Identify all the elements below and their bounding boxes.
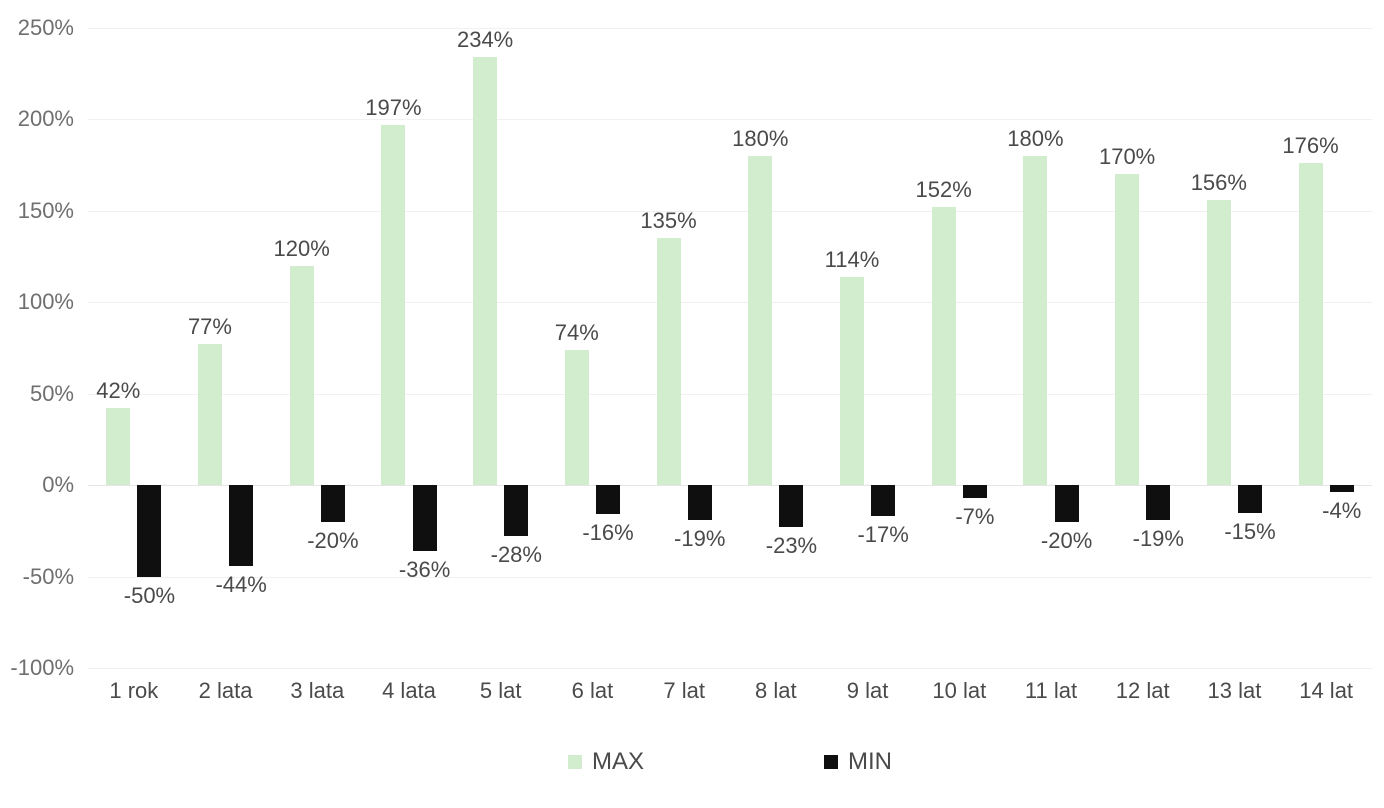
bar-min xyxy=(229,485,253,565)
bar-max xyxy=(748,156,772,485)
bar-value-label: -23% xyxy=(766,533,817,559)
legend-swatch xyxy=(824,755,838,769)
legend-label: MIN xyxy=(848,748,892,776)
x-tick-label: 1 rok xyxy=(109,668,158,704)
bar-min xyxy=(596,485,620,514)
bar-max xyxy=(1115,174,1139,485)
bar-max xyxy=(290,266,314,485)
legend-item: MIN xyxy=(824,748,892,776)
plot-area: -100%-50%0%50%100%150%200%250%1 rok42%-5… xyxy=(88,28,1372,668)
y-tick-label: 100% xyxy=(18,289,88,315)
y-tick-label: 200% xyxy=(18,106,88,132)
bar-value-label: 234% xyxy=(457,27,513,53)
bar-min xyxy=(413,485,437,551)
bar-value-label: 114% xyxy=(825,247,880,273)
x-tick-label: 5 lat xyxy=(480,668,522,704)
legend: MAX MIN xyxy=(88,742,1372,782)
x-tick-label: 12 lat xyxy=(1116,668,1170,704)
x-tick-label: 4 lata xyxy=(382,668,436,704)
bar-max xyxy=(381,125,405,485)
gridline xyxy=(88,668,1372,669)
bar-value-label: 120% xyxy=(274,236,330,262)
bar-value-label: -17% xyxy=(857,522,908,548)
bar-value-label: -44% xyxy=(215,572,266,598)
y-tick-label: -50% xyxy=(23,564,88,590)
x-tick-label: 14 lat xyxy=(1299,668,1353,704)
bar-value-label: 180% xyxy=(1007,126,1063,152)
bar-min xyxy=(504,485,528,536)
bar-min xyxy=(871,485,895,516)
bar-min xyxy=(1055,485,1079,522)
x-tick-label: 9 lat xyxy=(847,668,889,704)
x-tick-label: 6 lat xyxy=(572,668,614,704)
bar-min xyxy=(688,485,712,520)
bar-max xyxy=(198,344,222,485)
bar-value-label: 77% xyxy=(188,314,232,340)
bar-value-label: 135% xyxy=(640,208,696,234)
bar-value-label: 197% xyxy=(365,95,421,121)
bar-value-label: -19% xyxy=(1133,526,1184,552)
y-tick-label: -100% xyxy=(10,655,88,681)
bar-value-label: 74% xyxy=(555,320,599,346)
bar-max xyxy=(473,57,497,485)
x-tick-label: 10 lat xyxy=(932,668,986,704)
y-tick-label: 50% xyxy=(30,381,88,407)
x-tick-label: 8 lat xyxy=(755,668,797,704)
gridline xyxy=(88,28,1372,29)
bar-max xyxy=(1207,200,1231,485)
y-tick-label: 250% xyxy=(18,15,88,41)
bar-max xyxy=(106,408,130,485)
bar-value-label: -19% xyxy=(674,526,725,552)
bar-max xyxy=(1299,163,1323,485)
bar-value-label: -16% xyxy=(582,520,633,546)
bar-value-label: -4% xyxy=(1322,498,1361,524)
bar-max xyxy=(840,277,864,485)
gridline xyxy=(88,394,1372,395)
bar-value-label: 152% xyxy=(916,177,972,203)
x-tick-label: 2 lata xyxy=(199,668,253,704)
x-tick-label: 13 lat xyxy=(1208,668,1262,704)
bar-value-label: 180% xyxy=(732,126,788,152)
x-tick-label: 11 lat xyxy=(1025,668,1077,704)
bar-min xyxy=(1146,485,1170,520)
bar-value-label: 176% xyxy=(1282,133,1338,159)
x-tick-label: 3 lata xyxy=(290,668,344,704)
gridline xyxy=(88,302,1372,303)
gridline xyxy=(88,485,1372,486)
bar-value-label: -15% xyxy=(1224,519,1275,545)
gridline xyxy=(88,577,1372,578)
x-tick-label: 7 lat xyxy=(663,668,705,704)
bar-value-label: -50% xyxy=(124,583,175,609)
bar-min xyxy=(137,485,161,576)
legend-swatch xyxy=(568,755,582,769)
bar-min xyxy=(321,485,345,522)
bar-min xyxy=(963,485,987,498)
bar-max xyxy=(657,238,681,485)
y-tick-label: 0% xyxy=(42,472,88,498)
bar-value-label: 42% xyxy=(96,378,140,404)
gridline xyxy=(88,119,1372,120)
bar-min xyxy=(1238,485,1262,512)
bar-chart: -100% -50% 0% 50% 100% 150% 200% 250% 1 rok 42% -5… xyxy=(0,0,1384,808)
bar-min xyxy=(1330,485,1354,492)
bar-value-label: -20% xyxy=(307,528,358,554)
legend-label: MAX xyxy=(592,748,644,776)
gridline xyxy=(88,211,1372,212)
bar-value-label: -20% xyxy=(1041,528,1092,554)
legend-item: MAX xyxy=(568,748,644,776)
bar-max xyxy=(1023,156,1047,485)
bar-value-label: 170% xyxy=(1099,144,1155,170)
bar-min xyxy=(779,485,803,527)
bar-value-label: -28% xyxy=(491,542,542,568)
bar-value-label: -36% xyxy=(399,557,450,583)
bar-max xyxy=(565,350,589,485)
bar-max xyxy=(932,207,956,485)
bar-value-label: 156% xyxy=(1191,170,1247,196)
bar-value-label: -7% xyxy=(955,504,994,530)
y-tick-label: 150% xyxy=(18,198,88,224)
